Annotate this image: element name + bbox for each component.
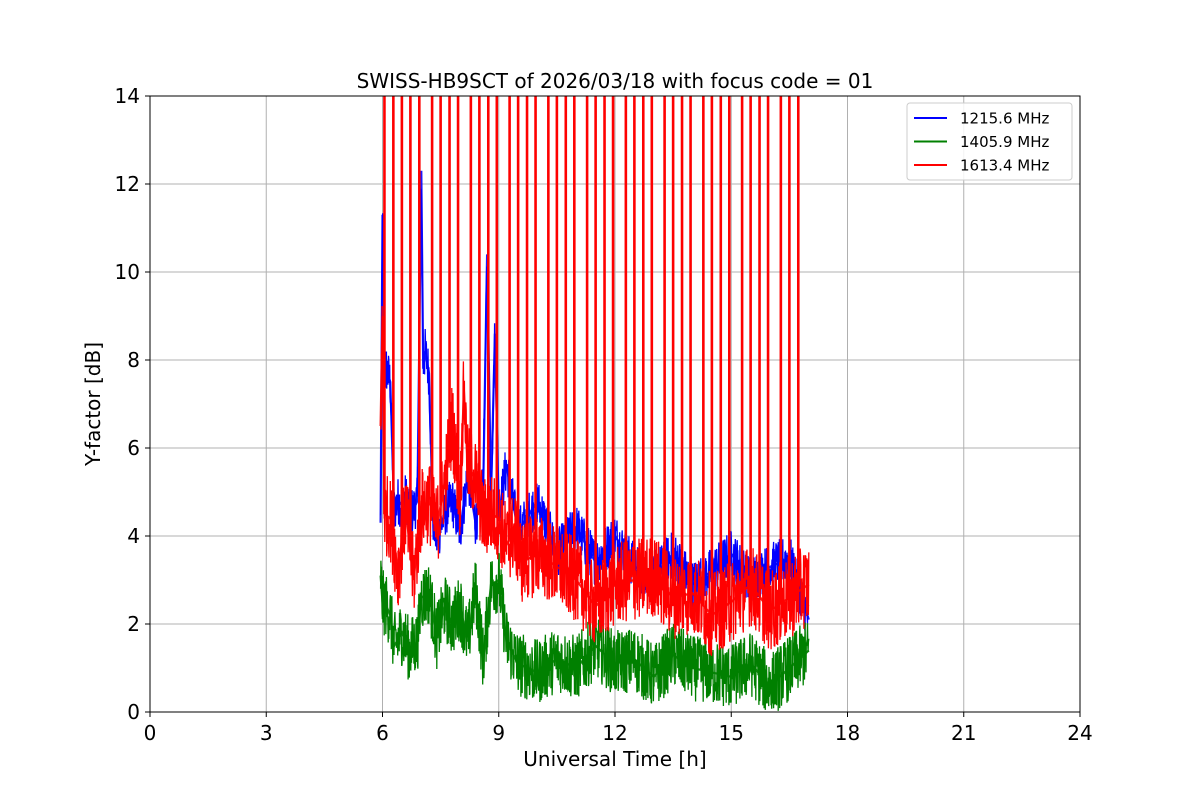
x-tick-label: 9 bbox=[492, 721, 505, 745]
legend: 1215.6 MHz 1405.9 MHz 1613.4 MHz bbox=[906, 102, 1073, 181]
x-tick-label: 24 bbox=[1067, 721, 1092, 745]
x-tick-label: 6 bbox=[376, 721, 389, 745]
series-trend-1 bbox=[379, 575, 810, 688]
legend-box bbox=[906, 102, 1073, 181]
x-tick-label: 21 bbox=[951, 721, 976, 745]
chart-title: SWISS-HB9SCT of 2026/03/18 with focus co… bbox=[357, 69, 874, 93]
legend-label-0: 1215.6 MHz bbox=[960, 110, 1049, 128]
y-tick-label: 2 bbox=[127, 612, 140, 636]
legend-label-2: 1613.4 MHz bbox=[960, 157, 1049, 175]
x-tick-label: 18 bbox=[835, 721, 860, 745]
x-tick-label: 0 bbox=[144, 721, 157, 745]
series-trend-2 bbox=[379, 315, 810, 617]
x-tick-label: 3 bbox=[260, 721, 273, 745]
legend-label-1: 1405.9 MHz bbox=[960, 133, 1049, 151]
y-tick-label: 0 bbox=[127, 700, 140, 724]
x-tick-label: 15 bbox=[719, 721, 744, 745]
series-group bbox=[379, 96, 810, 711]
y-tick-label: 6 bbox=[127, 436, 140, 460]
y-axis-label: Y-factor [dB] bbox=[81, 342, 105, 467]
y-tick-label: 14 bbox=[115, 84, 140, 108]
y-tick-label: 10 bbox=[115, 260, 140, 284]
y-tick-label: 12 bbox=[115, 172, 140, 196]
data-area bbox=[379, 96, 810, 711]
x-axis-label: Universal Time [h] bbox=[523, 747, 706, 771]
y-tick-label: 8 bbox=[127, 348, 140, 372]
x-tick-label: 12 bbox=[602, 721, 627, 745]
y-tick-label: 4 bbox=[127, 524, 140, 548]
